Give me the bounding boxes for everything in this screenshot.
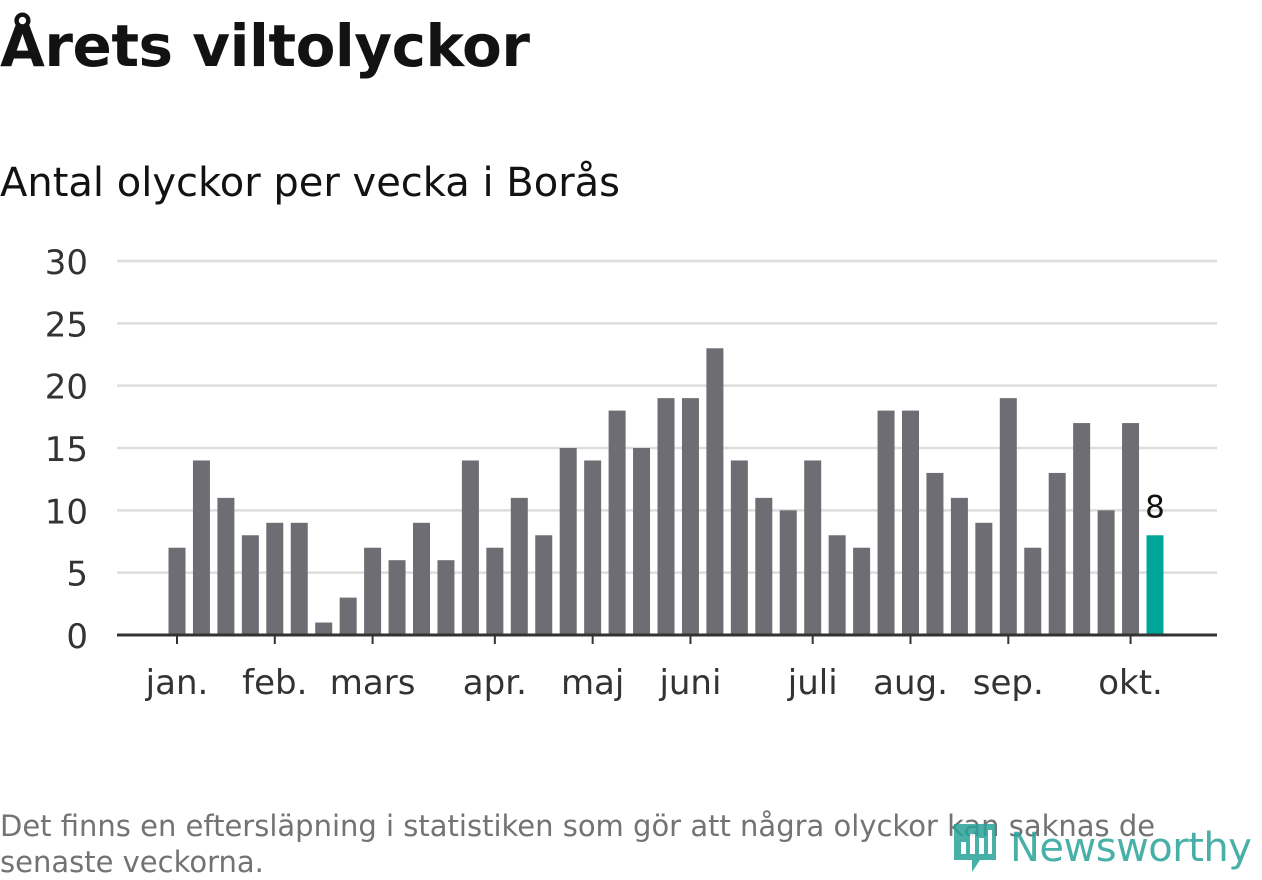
chart-subtitle: Antal olyckor per vecka i Borås (0, 160, 621, 206)
bar (437, 560, 455, 635)
y-tick-label: 15 (45, 430, 88, 470)
brand-logo: Newsworthy (950, 818, 1252, 878)
y-tick-label: 0 (66, 617, 88, 657)
bar (364, 547, 382, 635)
bar (877, 410, 895, 635)
bar (510, 497, 528, 635)
chart-title: Årets viltolyckor (0, 12, 530, 80)
bar (804, 460, 822, 635)
x-tick-label: juli (787, 663, 838, 703)
bar (926, 472, 944, 635)
bar (730, 460, 748, 635)
bar (266, 522, 284, 635)
y-tick-label: 5 (66, 555, 88, 595)
x-axis-ticks: jan. feb. mars apr. maj juni juli aug. sep. okt. (145, 635, 1163, 703)
data-labels: 8 (1145, 489, 1165, 525)
bar (853, 547, 871, 635)
bar (192, 460, 210, 635)
x-tick-label: jan. (145, 663, 209, 703)
bar (290, 522, 308, 635)
bar (657, 398, 675, 635)
bar-highlight (1146, 535, 1164, 635)
bar (168, 547, 186, 635)
y-tick-label: 25 (45, 305, 88, 345)
x-tick-label: okt. (1098, 663, 1163, 703)
bar (975, 522, 993, 635)
bar (486, 547, 504, 635)
bar (999, 398, 1017, 635)
x-tick-label: aug. (873, 663, 948, 703)
x-tick-label: apr. (463, 663, 527, 703)
x-tick-label: maj (561, 663, 624, 703)
bar (559, 448, 577, 635)
bar (461, 460, 479, 635)
bar (413, 522, 430, 635)
bar (608, 410, 626, 635)
bar (681, 398, 699, 635)
y-tick-label: 30 (45, 243, 88, 283)
bar (535, 535, 553, 635)
bar (388, 560, 406, 635)
bar (1048, 472, 1066, 635)
bar (1073, 423, 1091, 635)
y-axis-ticks: 0 5 10 15 20 25 30 (45, 243, 88, 657)
y-tick-label: 20 (45, 368, 88, 408)
bar (828, 535, 846, 635)
bar (779, 510, 797, 635)
y-tick-label: 10 (45, 492, 88, 532)
x-tick-label: mars (330, 663, 416, 703)
bar (1024, 547, 1042, 635)
bar (633, 448, 651, 635)
bar (1097, 510, 1115, 635)
bar (315, 622, 333, 635)
bar (241, 535, 259, 635)
data-label-highlight: 8 (1145, 489, 1165, 525)
bars (168, 348, 1164, 635)
brand-name: Newsworthy (1010, 825, 1252, 871)
bar (755, 497, 773, 635)
bar (1122, 423, 1140, 635)
bar (950, 497, 968, 635)
bar (584, 460, 602, 635)
bar (217, 497, 235, 635)
x-tick-label: feb. (242, 663, 307, 703)
bar (339, 597, 357, 635)
x-tick-label: juni (658, 663, 721, 703)
bar (706, 348, 724, 635)
x-tick-label: sep. (973, 663, 1044, 703)
newsworthy-logo-icon (954, 824, 996, 872)
bar (902, 410, 919, 635)
